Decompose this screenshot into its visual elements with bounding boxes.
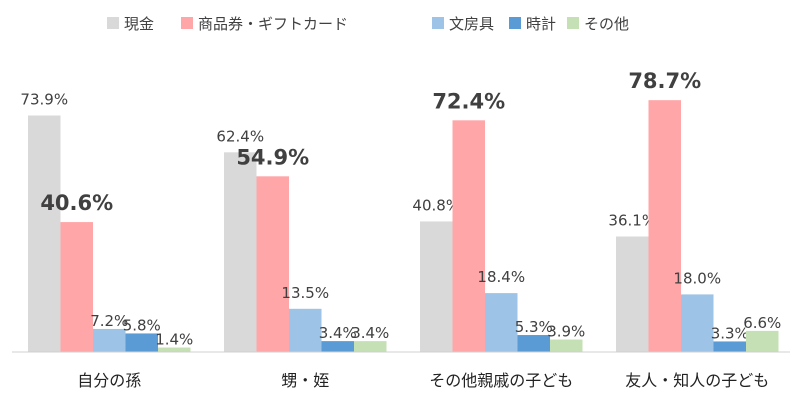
bar-1-2 bbox=[289, 308, 322, 352]
bar-3-4 bbox=[746, 330, 779, 352]
data-label-0-4: 1.4% bbox=[155, 331, 193, 349]
data-label-0-2: 7.2% bbox=[90, 312, 128, 330]
legend-swatch-4 bbox=[567, 17, 579, 29]
data-label-2-0: 40.8% bbox=[412, 196, 460, 214]
bar-0-0 bbox=[28, 115, 61, 353]
bar-3-0 bbox=[616, 236, 649, 352]
legend-swatch-2 bbox=[432, 17, 444, 29]
legend-swatch-3 bbox=[509, 17, 521, 29]
data-label-1-0: 62.4% bbox=[216, 127, 264, 145]
bar-0-1 bbox=[60, 222, 93, 352]
bar-0-2 bbox=[93, 328, 126, 352]
bar-2-3 bbox=[517, 335, 550, 352]
legend-swatch-1 bbox=[181, 17, 193, 29]
data-label-1-1: 54.9% bbox=[236, 145, 309, 169]
bar-1-4 bbox=[354, 341, 387, 352]
data-label-1-2: 13.5% bbox=[281, 284, 329, 302]
bar-2-1 bbox=[452, 120, 485, 352]
data-label-2-4: 3.9% bbox=[547, 323, 585, 341]
legend-label-2: 文房具 bbox=[449, 15, 494, 33]
bar-3-1 bbox=[648, 100, 681, 352]
category-label-2: その他親戚の子ども bbox=[429, 371, 573, 390]
bar-1-0 bbox=[224, 152, 257, 352]
legend-label-0: 現金 bbox=[124, 15, 154, 33]
plot-area: 73.9% 40.6% 7.2%5.8%1.4% 62.4%54.9% 13.5% 3.4… bbox=[20, 69, 781, 353]
legend: 現金 商品券・ギフトカード 文房具 時計 その他 bbox=[107, 15, 629, 33]
data-label-3-3: 3.3% bbox=[711, 324, 749, 342]
data-label-2-2: 18.4% bbox=[477, 268, 525, 286]
category-label-3: 友人・知人の子ども bbox=[625, 371, 769, 390]
bar-3-3 bbox=[713, 341, 746, 352]
bar-2-0 bbox=[420, 221, 453, 352]
bar-1-1 bbox=[256, 176, 289, 352]
legend-label-1: 商品券・ギフトカード bbox=[198, 15, 348, 33]
bar-2-4 bbox=[550, 339, 583, 352]
legend-swatch-0 bbox=[107, 17, 119, 29]
data-label-1-3: 3.4% bbox=[319, 324, 357, 342]
data-label-3-0: 36.1% bbox=[608, 211, 656, 229]
category-labels: 自分の孫 甥・姪 その他親戚の子ども 友人・知人の子ども bbox=[77, 371, 769, 390]
category-label-0: 自分の孫 bbox=[77, 371, 141, 390]
bar-2-2 bbox=[485, 293, 518, 352]
legend-label-4: その他 bbox=[584, 15, 629, 33]
bar-0-4 bbox=[158, 347, 191, 352]
data-label-3-4: 6.6% bbox=[743, 314, 781, 332]
data-label-2-3: 5.3% bbox=[515, 318, 553, 336]
data-label-0-0: 73.9% bbox=[20, 91, 68, 109]
bar-1-3 bbox=[321, 341, 354, 352]
data-label-3-1: 78.7% bbox=[628, 69, 701, 93]
bar-0-3 bbox=[125, 333, 158, 352]
data-label-0-1: 40.6% bbox=[40, 191, 113, 215]
data-label-0-3: 5.8% bbox=[123, 316, 161, 334]
data-label-1-4: 3.4% bbox=[351, 324, 389, 342]
category-label-1: 甥・姪 bbox=[281, 371, 329, 390]
data-label-2-1: 72.4% bbox=[432, 89, 505, 113]
data-label-3-2: 18.0% bbox=[673, 269, 721, 287]
bar-3-2 bbox=[681, 294, 714, 352]
legend-label-3: 時計 bbox=[526, 15, 556, 33]
